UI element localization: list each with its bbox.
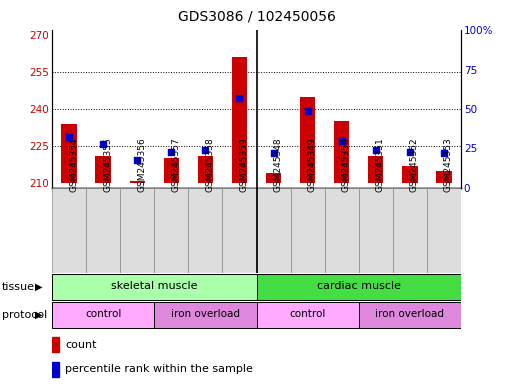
Text: count: count — [65, 339, 96, 349]
Point — [167, 149, 175, 155]
Text: GSM245349: GSM245349 — [308, 137, 317, 192]
Text: ▶: ▶ — [35, 310, 43, 320]
Bar — [359, 188, 393, 273]
Bar — [86, 188, 120, 273]
Text: tissue: tissue — [2, 282, 35, 292]
Point — [440, 150, 448, 156]
Point — [304, 108, 312, 114]
Text: protocol: protocol — [2, 310, 47, 320]
Text: skeletal muscle: skeletal muscle — [111, 281, 198, 291]
Bar — [95, 156, 111, 183]
Point — [99, 141, 107, 147]
Point — [133, 157, 141, 163]
Text: control: control — [289, 310, 326, 319]
Bar — [256, 188, 290, 273]
Point — [406, 149, 414, 155]
Point — [372, 147, 380, 153]
Bar — [52, 275, 256, 300]
Text: GSM245348: GSM245348 — [273, 137, 283, 192]
Bar — [232, 57, 247, 183]
Bar — [436, 171, 451, 183]
Point — [201, 147, 209, 153]
Bar — [402, 166, 418, 183]
Bar — [334, 121, 349, 183]
Bar — [393, 188, 427, 273]
Text: GSM245351: GSM245351 — [376, 137, 385, 192]
Bar — [52, 337, 59, 352]
Bar — [325, 188, 359, 273]
Bar — [120, 188, 154, 273]
Point — [65, 134, 73, 141]
Point — [338, 137, 346, 144]
Bar — [300, 97, 315, 183]
Bar — [256, 275, 461, 300]
Bar — [188, 188, 223, 273]
Bar — [52, 188, 86, 273]
Bar — [130, 180, 145, 183]
Text: control: control — [85, 310, 121, 319]
Text: GSM245354: GSM245354 — [69, 137, 78, 192]
Text: GSM245350: GSM245350 — [342, 137, 351, 192]
Text: cardiac muscle: cardiac muscle — [317, 281, 401, 291]
Text: GSM245357: GSM245357 — [171, 137, 180, 192]
Bar — [164, 158, 179, 183]
Bar — [290, 188, 325, 273]
Bar — [256, 303, 359, 328]
Text: GSM245356: GSM245356 — [137, 137, 146, 192]
Text: GSM245352: GSM245352 — [410, 137, 419, 192]
Text: GSM245355: GSM245355 — [103, 137, 112, 192]
Text: percentile rank within the sample: percentile rank within the sample — [65, 364, 253, 374]
Bar — [359, 303, 461, 328]
Text: GSM245359: GSM245359 — [240, 137, 248, 192]
Bar — [154, 188, 188, 273]
Bar — [266, 173, 281, 183]
Text: iron overload: iron overload — [171, 310, 240, 319]
Text: GSM245358: GSM245358 — [205, 137, 214, 192]
Text: GDS3086 / 102450056: GDS3086 / 102450056 — [177, 10, 336, 24]
Text: GSM245353: GSM245353 — [444, 137, 453, 192]
Text: ▶: ▶ — [35, 282, 43, 292]
Bar — [223, 188, 256, 273]
Bar — [52, 303, 154, 328]
Point — [269, 150, 278, 156]
Text: iron overload: iron overload — [376, 310, 444, 319]
Bar — [368, 156, 383, 183]
Bar — [62, 124, 77, 183]
Point — [235, 95, 244, 101]
Bar — [198, 156, 213, 183]
Bar — [52, 362, 59, 377]
Bar — [427, 188, 461, 273]
Bar — [154, 303, 256, 328]
